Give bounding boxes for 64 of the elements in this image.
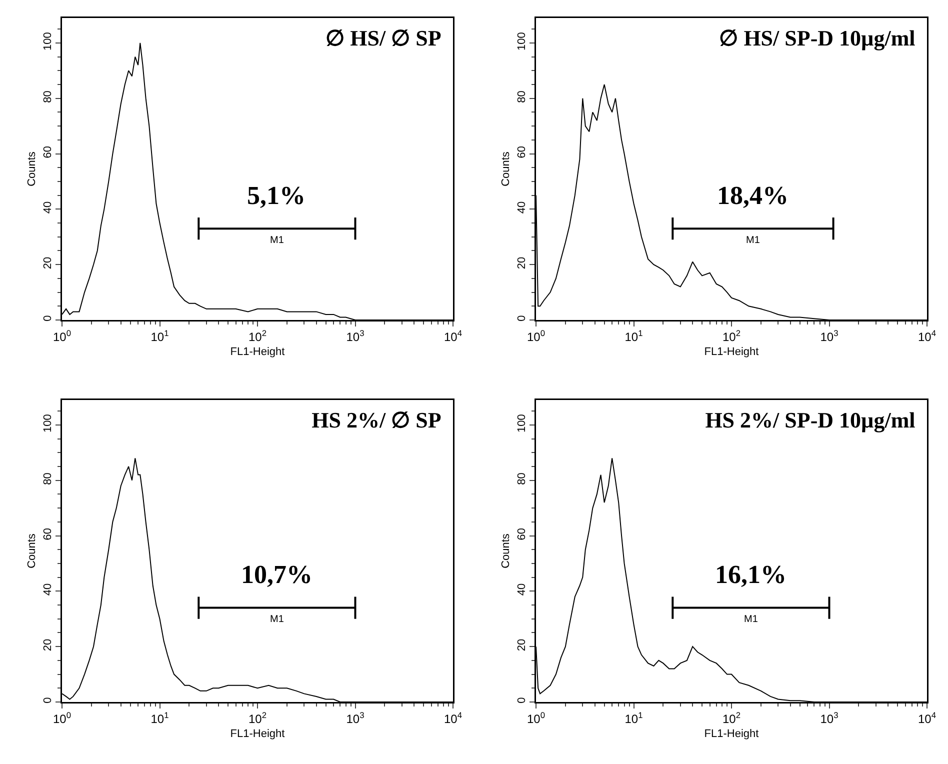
x-tick-label: 10$^{4}$ <box>918 710 936 726</box>
annotation: 5,1% <box>247 181 306 210</box>
x-tick-label: 10$^{3}$ <box>820 710 839 726</box>
y-axis-title: Counts <box>26 151 38 186</box>
y-tick-label: 0 <box>516 697 528 704</box>
series-label: M1 <box>270 614 284 625</box>
y-tick-label: 60 <box>42 528 54 540</box>
y-tick-label: 40 <box>42 201 54 214</box>
series-label: M1 <box>270 235 284 246</box>
x-tick-label: 10$^{2}$ <box>248 328 267 344</box>
x-tick-label: 10$^{0}$ <box>526 328 546 344</box>
y-tick-label: 80 <box>42 90 54 103</box>
chart-title: HS 2%/ ∅ SP <box>312 407 442 432</box>
x-tick-label: 10$^{0}$ <box>52 328 72 344</box>
y-tick-label: 20 <box>516 256 528 270</box>
x-axis-title: FL1-Height <box>704 728 759 740</box>
y-tick-label: 60 <box>516 146 528 158</box>
x-tick-label: 10$^{1}$ <box>624 328 644 344</box>
x-axis-title: FL1-Height <box>704 346 759 358</box>
chart-title: ∅ HS/ SP-D 10µg/ml <box>719 25 916 50</box>
annotation: 18,4% <box>717 181 788 210</box>
y-axis-title: Counts <box>26 533 38 568</box>
y-axis-title: Counts <box>500 533 512 568</box>
x-tick-label: 10$^{4}$ <box>918 328 936 344</box>
x-tick-label: 10$^{1}$ <box>624 710 644 726</box>
x-tick-label: 10$^{1}$ <box>150 710 170 726</box>
y-tick-label: 20 <box>42 638 54 652</box>
series-label: M1 <box>746 235 760 246</box>
annotation: 16,1% <box>715 560 786 589</box>
x-tick-label: 10$^{3}$ <box>346 710 365 726</box>
y-tick-label: 0 <box>42 697 54 704</box>
y-tick-label: 40 <box>42 583 54 596</box>
x-tick-label: 10$^{0}$ <box>526 710 546 726</box>
x-tick-label: 10$^{2}$ <box>248 710 267 726</box>
y-tick-label: 0 <box>42 315 54 322</box>
y-tick-label: 60 <box>516 528 528 540</box>
y-tick-label: 40 <box>516 201 528 214</box>
y-tick-label: 60 <box>42 146 54 158</box>
y-tick-label: 100 <box>42 414 54 432</box>
y-axis-title: Counts <box>500 151 512 186</box>
y-tick-label: 100 <box>42 32 54 50</box>
x-tick-label: 10$^{1}$ <box>150 328 170 344</box>
x-tick-label: 10$^{2}$ <box>722 710 741 726</box>
x-tick-label: 10$^{3}$ <box>820 328 839 344</box>
x-axis-title: FL1-Height <box>230 728 285 740</box>
x-tick-label: 10$^{0}$ <box>52 710 72 726</box>
annotation: 10,7% <box>241 560 312 589</box>
x-tick-label: 10$^{4}$ <box>444 710 462 726</box>
y-tick-label: 100 <box>516 32 528 50</box>
y-tick-label: 80 <box>42 472 54 485</box>
y-tick-label: 40 <box>516 583 528 596</box>
chart-title: ∅ HS/ ∅ SP <box>326 25 442 50</box>
y-tick-label: 100 <box>516 414 528 432</box>
y-tick-label: 80 <box>516 472 528 485</box>
x-axis-title: FL1-Height <box>230 346 285 358</box>
x-tick-label: 10$^{3}$ <box>346 328 365 344</box>
y-tick-label: 0 <box>516 315 528 322</box>
chart-title: HS 2%/ SP-D 10µg/ml <box>705 407 916 432</box>
y-tick-label: 80 <box>516 90 528 103</box>
x-tick-label: 10$^{4}$ <box>444 328 462 344</box>
y-tick-label: 20 <box>42 256 54 270</box>
y-tick-label: 20 <box>516 638 528 652</box>
series-label: M1 <box>744 614 758 625</box>
x-tick-label: 10$^{2}$ <box>722 328 741 344</box>
